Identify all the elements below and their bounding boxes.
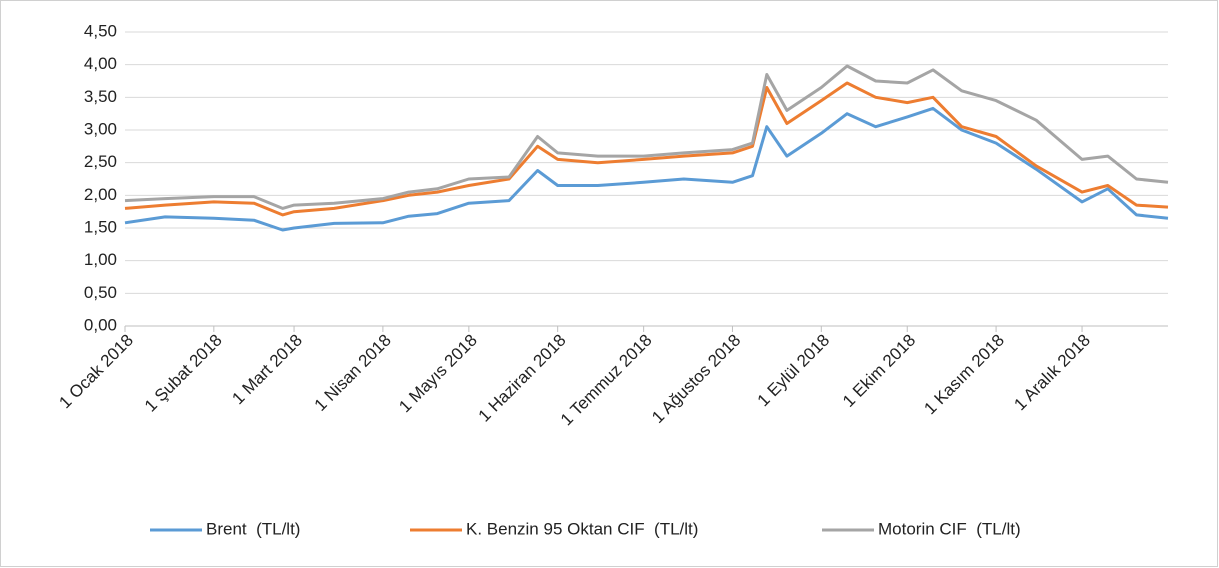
series-line	[124, 106, 1169, 232]
y-tick-label: 3,00	[84, 119, 117, 138]
y-tick-label: 4,50	[84, 21, 117, 40]
series-line	[124, 81, 1169, 217]
legend-label: Brent (TL/lt)	[206, 519, 300, 538]
legend-label: K. Benzin 95 Oktan CIF (TL/lt)	[466, 519, 698, 538]
y-tick-label: 1,00	[84, 250, 117, 269]
y-tick-label: 0,50	[84, 283, 117, 302]
y-tick-label: 1,50	[84, 217, 117, 236]
y-tick-label: 2,00	[84, 185, 117, 204]
legend-label: Motorin CIF (TL/lt)	[878, 519, 1021, 538]
y-tick-label: 4,00	[84, 54, 117, 73]
y-tick-label: 2,50	[84, 152, 117, 171]
y-tick-label: 0,00	[84, 315, 117, 334]
y-tick-label: 3,50	[84, 87, 117, 106]
series-line	[124, 64, 1169, 210]
